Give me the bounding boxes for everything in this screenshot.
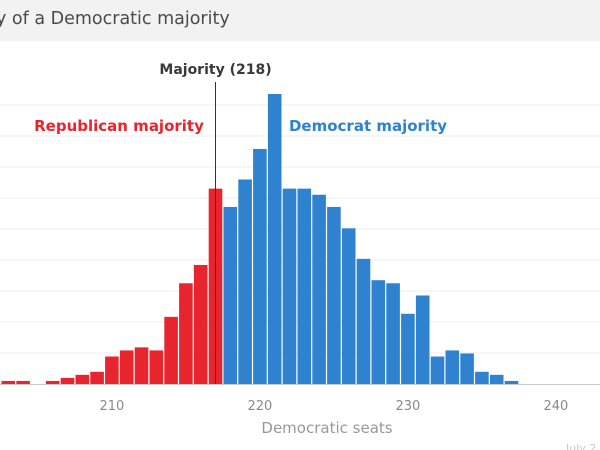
histogram-bar: [312, 194, 326, 384]
histogram-bar: [460, 353, 474, 384]
title-bar: y of a Democratic majority: [0, 0, 600, 41]
histogram-bar: [297, 188, 312, 384]
histogram-bar: [430, 356, 445, 384]
histogram-bar: [401, 313, 415, 384]
histogram-bar: [90, 371, 104, 384]
histogram-bar: [60, 377, 75, 384]
histogram-bar: [371, 280, 386, 384]
x-tick-label: 230: [395, 399, 420, 414]
majority-label: Majority (218): [159, 62, 271, 78]
x-axis-title: Democratic seats: [261, 419, 392, 437]
histogram-bar: [327, 206, 341, 384]
histogram-bar: [45, 380, 60, 384]
histogram-bar: [179, 283, 193, 384]
chart-title: y of a Democratic majority: [0, 9, 230, 29]
histogram-bar: [253, 148, 267, 384]
histogram-bar: [415, 295, 430, 384]
histogram-bar: [475, 371, 489, 384]
histogram-bar: [238, 179, 252, 384]
histogram-bar: [504, 380, 519, 384]
histogram-bar: [1, 380, 16, 384]
histogram-bar: [16, 380, 30, 384]
histogram-bar: [149, 350, 164, 384]
histogram-bar: [223, 206, 238, 384]
histogram-bar: [356, 258, 371, 384]
histogram-bar: [282, 188, 297, 384]
histogram-bar: [105, 356, 119, 384]
histogram-bar: [75, 374, 90, 384]
histogram-bar: [164, 316, 178, 384]
histogram-bar: [193, 264, 208, 384]
democrat-majority-label: Democrat majority: [289, 117, 447, 135]
histogram-bar: [267, 94, 282, 384]
histogram-bar: [341, 228, 356, 384]
histogram-bar: [386, 283, 400, 384]
credit-text: July 2: [565, 442, 596, 450]
x-axis-ticks: 210 220 230 240: [99, 399, 568, 414]
histogram-bar: [445, 350, 460, 384]
bars: [1, 94, 519, 384]
republican-majority-label: Republican majority: [34, 117, 204, 135]
x-tick-label: 240: [543, 399, 568, 414]
histogram-bar: [489, 374, 504, 384]
x-tick-label: 220: [247, 399, 272, 414]
x-tick-label: 210: [99, 399, 124, 414]
histogram-bar: [134, 347, 149, 384]
histogram-bar: [119, 350, 134, 384]
